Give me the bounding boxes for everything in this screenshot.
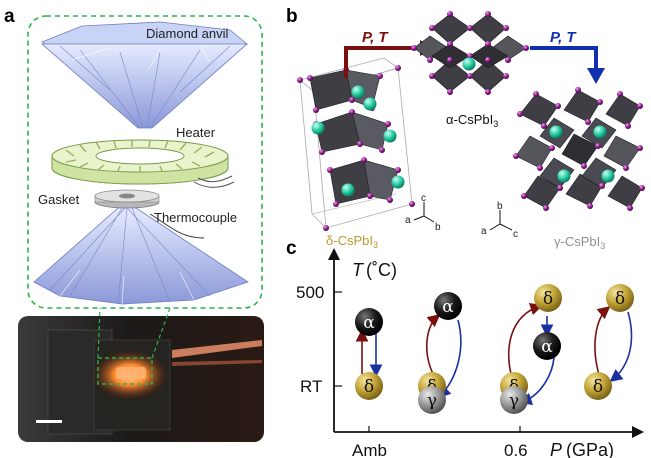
x-axis-title: P (GPa) xyxy=(550,440,614,458)
ball-delta-6: δ xyxy=(584,372,612,400)
delta-axis-a: a xyxy=(405,215,411,226)
svg-text:δ: δ xyxy=(543,289,553,309)
panel-b-label: b xyxy=(286,6,298,27)
ball-gamma-2: γ xyxy=(418,386,446,414)
x-tick-0-6: 0.6 xyxy=(504,441,528,458)
delta-axis-b: b xyxy=(435,222,441,233)
svg-text:γ: γ xyxy=(427,391,437,411)
panel-c-label: c xyxy=(286,238,297,259)
label-thermocouple: Thermocouple xyxy=(154,210,237,225)
zoom-frame xyxy=(27,15,263,309)
alpha-crystal-structure xyxy=(411,11,529,95)
zoom-line-left xyxy=(97,307,101,359)
gamma-phase-label: γ-CsPbI3 xyxy=(554,234,605,251)
y-tick-500: 500 xyxy=(296,283,324,302)
delta-axis-c: c xyxy=(421,193,426,204)
svg-text:α: α xyxy=(442,297,454,317)
zoom-line-right xyxy=(151,307,171,359)
thermocouple-wire xyxy=(149,213,205,239)
scale-bar xyxy=(36,420,62,423)
heater-ring xyxy=(51,139,235,188)
photo-inset xyxy=(18,316,264,442)
label-diamond-anvil: Diamond anvil xyxy=(146,26,228,41)
svg-text:α: α xyxy=(363,313,375,333)
svg-text:α: α xyxy=(541,337,553,357)
ball-alpha-1: α xyxy=(355,308,383,336)
y-axis-arrow xyxy=(328,248,340,260)
ball-delta-3: δ xyxy=(534,284,562,312)
zoom-region xyxy=(97,357,153,385)
svg-text:δ: δ xyxy=(615,289,625,309)
arrow-right-label: P, T xyxy=(550,29,577,46)
svg-text:δ: δ xyxy=(364,377,374,397)
gamma-axis-c: c xyxy=(513,229,518,240)
delta-crystal-structure xyxy=(297,57,415,231)
x-axis-arrow xyxy=(632,426,644,438)
arrow-left-label: P, T xyxy=(362,29,389,46)
svg-text:δ: δ xyxy=(593,377,603,397)
panel-a-label: a xyxy=(4,6,15,27)
diamond-anvil-top xyxy=(40,21,249,129)
y-axis-title: T (˚C) xyxy=(352,260,397,280)
diamond-anvil-bottom xyxy=(33,207,249,305)
gamma-crystal-structure xyxy=(513,87,645,211)
delta-axes xyxy=(413,202,435,223)
delta-phase-label: δ-CsPbI3 xyxy=(326,233,378,250)
gasket xyxy=(94,189,160,209)
y-tick-rt: RT xyxy=(300,377,322,396)
alpha-phase-label: α-CsPbI3 xyxy=(446,112,498,129)
ball-alpha-2: α xyxy=(434,292,462,320)
arrow-alpha-to-gamma xyxy=(587,68,605,84)
label-heater: Heater xyxy=(176,125,216,140)
ball-alpha-3: α xyxy=(533,332,561,360)
x-tick-amb: Amb xyxy=(352,441,387,458)
label-gasket: Gasket xyxy=(38,192,80,207)
ball-delta-5: δ xyxy=(606,284,634,312)
svg-text:γ: γ xyxy=(509,391,519,411)
ball-delta-1: δ xyxy=(355,372,383,400)
gamma-axes xyxy=(489,210,513,231)
ball-gamma-3: γ xyxy=(500,386,528,414)
gamma-axis-a: a xyxy=(481,226,487,237)
gamma-axis-b: b xyxy=(497,201,503,212)
